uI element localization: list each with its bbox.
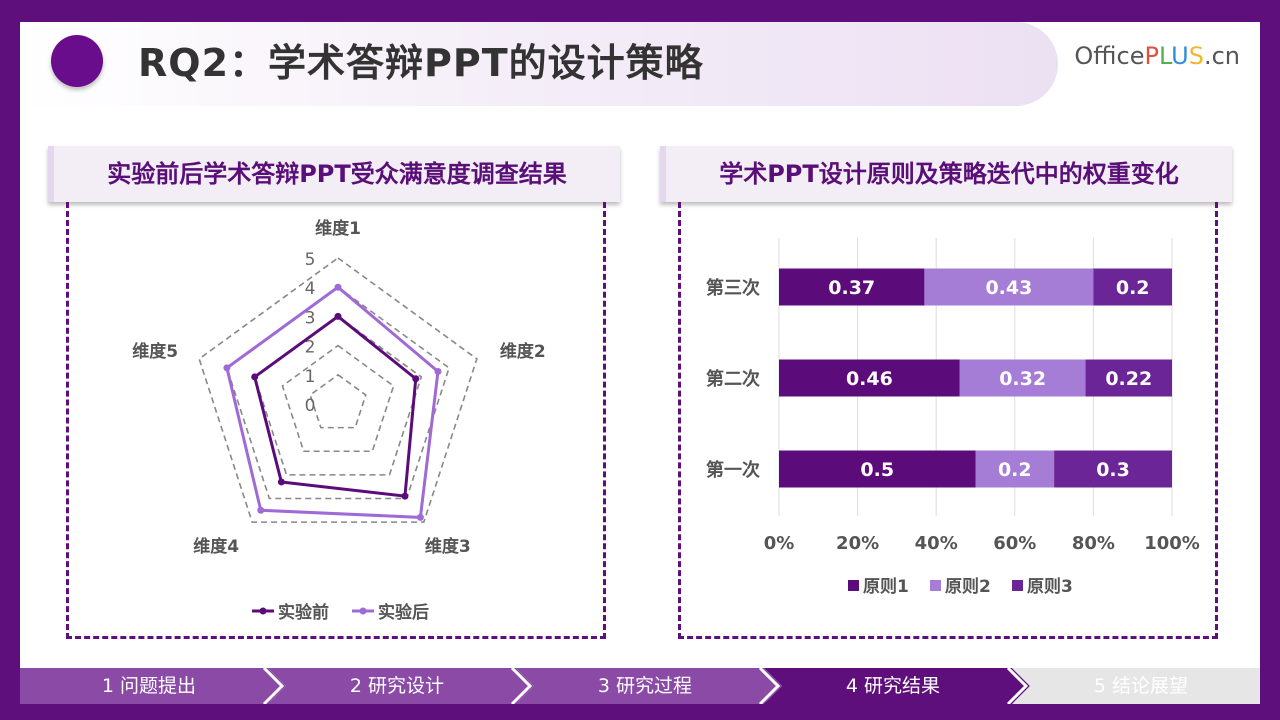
logo-u: U — [1171, 42, 1189, 70]
nav-step-shape — [20, 668, 286, 704]
logo-s: S — [1188, 42, 1204, 70]
nav-chevron-separator — [758, 668, 781, 704]
nav-step-shape — [1012, 668, 1260, 704]
progress-nav: 1 问题提出 2 研究设计 3 研究过程 4 研究结果 5 结论展望 — [20, 668, 1260, 704]
bar-panel-title: 学术PPT设计原则及策略迭代中的权重变化 — [719, 160, 1179, 188]
logo-office: Office — [1074, 42, 1145, 70]
nav-step-shape — [764, 668, 1030, 704]
logo-l: L — [1158, 42, 1172, 70]
nav-step-5[interactable]: 5 结论展望 — [1093, 675, 1189, 697]
logo-suffix: .cn — [1203, 42, 1240, 70]
radar-panel-title: 实验前后学术答辩PPT受众满意度调查结果 — [107, 160, 567, 188]
bar-panel-header: 学术PPT设计原则及策略迭代中的权重变化 — [660, 146, 1232, 202]
slide: RQ2：学术答辩PPT的设计策略 OfficePLUS.cn 实验前后学术答辩P… — [20, 22, 1260, 702]
radar-panel-header: 实验前后学术答辩PPT受众满意度调查结果 — [48, 146, 620, 202]
bar-panel-frame — [678, 202, 1218, 639]
nav-step-1[interactable]: 1 问题提出 — [101, 675, 197, 697]
nav-arrows — [20, 668, 1260, 704]
title-bullet-circle — [51, 35, 103, 87]
nav-chevron-separator — [1006, 668, 1029, 704]
nav-step-3[interactable]: 3 研究过程 — [597, 675, 693, 697]
title-band — [20, 22, 1058, 106]
nav-chevron-separator — [510, 668, 533, 704]
logo-p: P — [1144, 42, 1159, 70]
nav-step-shape — [268, 668, 534, 704]
nav-chevron-separator — [262, 668, 285, 704]
nav-step-shape — [516, 668, 782, 704]
radar-panel-frame — [66, 202, 606, 639]
page-title: RQ2：学术答辩PPT的设计策略 — [138, 41, 704, 85]
officeplus-logo: OfficePLUS.cn — [1074, 42, 1240, 70]
nav-step-2[interactable]: 2 研究设计 — [349, 675, 445, 697]
nav-step-4[interactable]: 4 研究结果 — [845, 675, 941, 697]
